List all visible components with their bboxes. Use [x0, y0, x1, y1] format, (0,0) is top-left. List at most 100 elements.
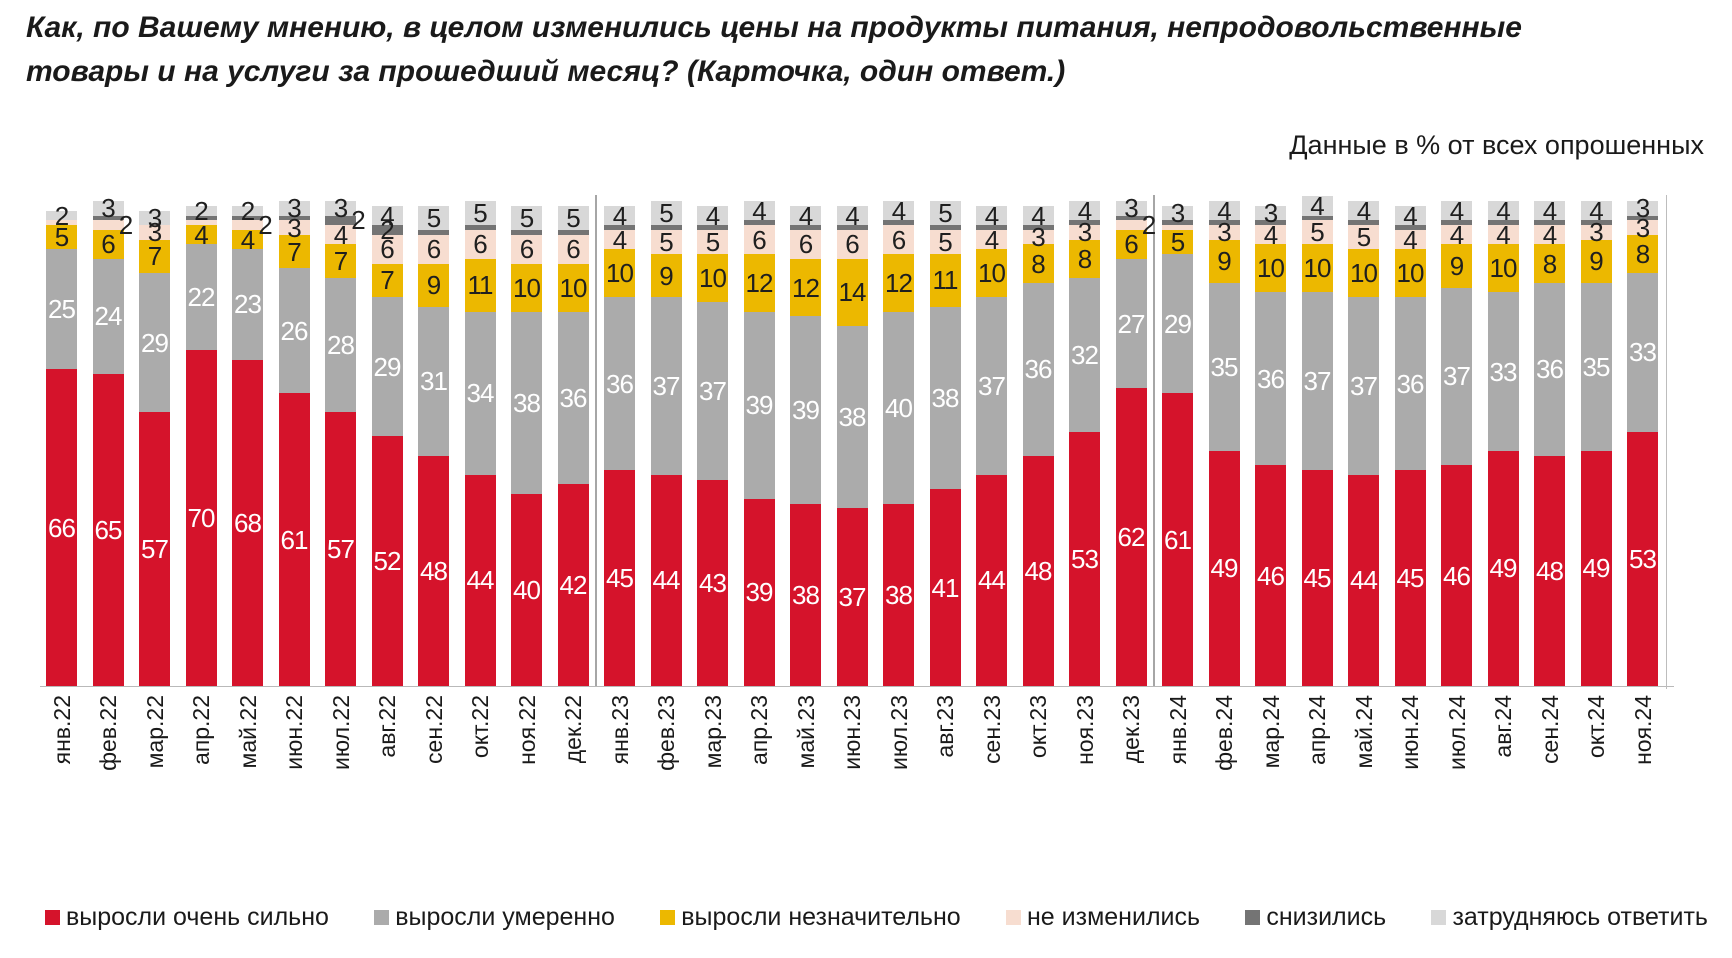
bar-segment: 6 [371, 234, 403, 264]
value-label: 35 [1582, 351, 1611, 382]
bar-segment: 12 [790, 258, 821, 317]
bar-segment [790, 225, 821, 230]
legend-swatch [660, 909, 676, 925]
bar-segment [976, 225, 1007, 230]
bar-segment: 35 [1208, 282, 1240, 451]
value-label: 6 [566, 234, 581, 265]
bar-segment: 37 [836, 508, 868, 686]
bar: 70 22 4 2 [185, 198, 217, 686]
value-label: 35 [1210, 351, 1239, 382]
bar: 39 39 12 6 4 [743, 198, 775, 686]
bar-segment: 65 [92, 373, 124, 686]
bar-segment [1115, 215, 1147, 221]
bar-segment: 4 [185, 222, 217, 248]
value-label: 4 [798, 200, 814, 231]
bar-segment: 10 [976, 249, 1007, 298]
value-label: 53 [1629, 543, 1657, 574]
value-label: 48 [1024, 555, 1053, 586]
bar-segment [743, 220, 775, 226]
value-label: 36 [1536, 354, 1564, 385]
legend-swatch [1245, 909, 1261, 925]
value-label: 2 [351, 205, 366, 236]
bar-segment: 48 [418, 455, 449, 686]
value-label: 57 [141, 534, 169, 565]
axis-label: окт.22 [467, 695, 493, 759]
bar-segment: 33 [1487, 292, 1519, 451]
value-label: 5 [705, 227, 721, 257]
bar: 46 36 10 4 3 [1255, 200, 1286, 686]
value-label: 10 [1350, 258, 1378, 289]
bar-segment: 5 [929, 200, 961, 226]
value-label: 36 [1257, 363, 1285, 394]
bar-segment: 5 [46, 224, 77, 250]
bar-segment: 2 [325, 207, 366, 233]
bar-segment: 6 [836, 229, 868, 260]
value-label: 4 [380, 200, 395, 231]
value-label: 11 [932, 265, 959, 296]
bar: 44 37 10 5 4 [1348, 198, 1379, 686]
bar-segment: 28 [325, 277, 356, 413]
bar-segment: 10 [557, 263, 589, 312]
value-label: 10 [559, 272, 588, 303]
bar-segment: 49 [1208, 450, 1240, 686]
value-label: 23 [234, 289, 262, 320]
bar-segment: 14 [836, 258, 868, 326]
value-label: 6 [752, 224, 767, 255]
value-label: 40 [513, 575, 541, 605]
value-label: 3 [147, 217, 163, 248]
bar-segment: 48 [1534, 455, 1565, 686]
legend-item: снизились [1245, 903, 1386, 932]
bar-segment [1162, 225, 1193, 230]
bar-segment: 61 [1162, 393, 1193, 686]
value-label: 7 [380, 265, 395, 296]
bar-segment: 10 [1348, 249, 1379, 298]
bar-segment [650, 225, 682, 230]
value-label: 2 [258, 210, 273, 241]
bar-segment: 53 [1627, 431, 1658, 686]
bar-segment: 37 [1441, 287, 1472, 466]
legend-label: не изменились [1027, 902, 1201, 931]
bar-segment: 38 [929, 306, 961, 490]
bar-segment: 6 [557, 234, 589, 265]
value-label: 7 [287, 236, 302, 267]
value-label: 33 [1629, 337, 1657, 368]
value-label: 4 [1449, 219, 1465, 250]
value-label: 49 [1210, 553, 1239, 584]
value-label: 10 [1257, 253, 1285, 284]
axis-label: сен.24 [1536, 695, 1563, 764]
bar-segment: 32 [1069, 277, 1100, 432]
value-label: 37 [652, 370, 681, 401]
bar-segment: 6 [418, 234, 449, 264]
bar-segment: 34 [464, 311, 496, 475]
bar-segment [836, 225, 868, 230]
bar-segment: 39 [743, 311, 775, 499]
bar-segment: 26 [278, 268, 310, 394]
value-label: 57 [327, 534, 355, 565]
value-label: 3 [287, 212, 302, 243]
value-label: 10 [978, 258, 1006, 289]
value-label: 10 [606, 258, 634, 289]
bar-segment: 43 [697, 479, 728, 686]
bar-segment: 5 [464, 200, 496, 226]
bar-segment: 39 [743, 498, 775, 686]
value-label: 37 [1303, 366, 1332, 397]
bar-segment: 9 [1208, 239, 1240, 283]
bar-segment: 4 [1534, 198, 1565, 224]
bar: 57 28 7 4 2 3 [325, 195, 366, 686]
value-label: 39 [745, 390, 774, 421]
bar-segment: 3 [1627, 215, 1658, 241]
bar-segment: 5 [1301, 219, 1333, 245]
axis-label: авг.24 [1490, 695, 1516, 758]
bar-segment: 9 [1441, 244, 1472, 288]
axis-label: янв.23 [606, 695, 633, 765]
value-label: 6 [473, 229, 488, 260]
bar-segment: 10 [604, 249, 635, 298]
value-label: 3 [1635, 193, 1651, 224]
legend-item: выросли умеренно [374, 903, 615, 932]
bar-segment: 3 [1115, 195, 1147, 221]
value-label: 38 [931, 382, 960, 413]
bar: 57 29 7 3 3 [139, 205, 170, 686]
value-label: 6 [845, 229, 860, 260]
value-label: 4 [705, 200, 721, 231]
